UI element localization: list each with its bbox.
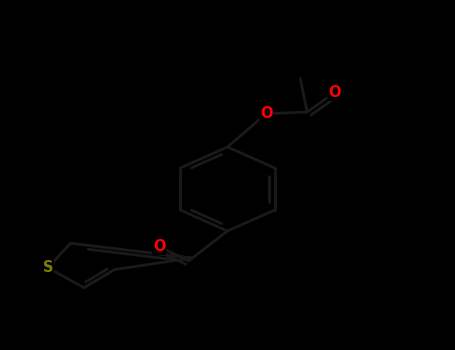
- Text: O: O: [328, 85, 341, 100]
- Text: S: S: [42, 260, 53, 275]
- Text: O: O: [153, 239, 166, 254]
- Text: O: O: [260, 106, 273, 121]
